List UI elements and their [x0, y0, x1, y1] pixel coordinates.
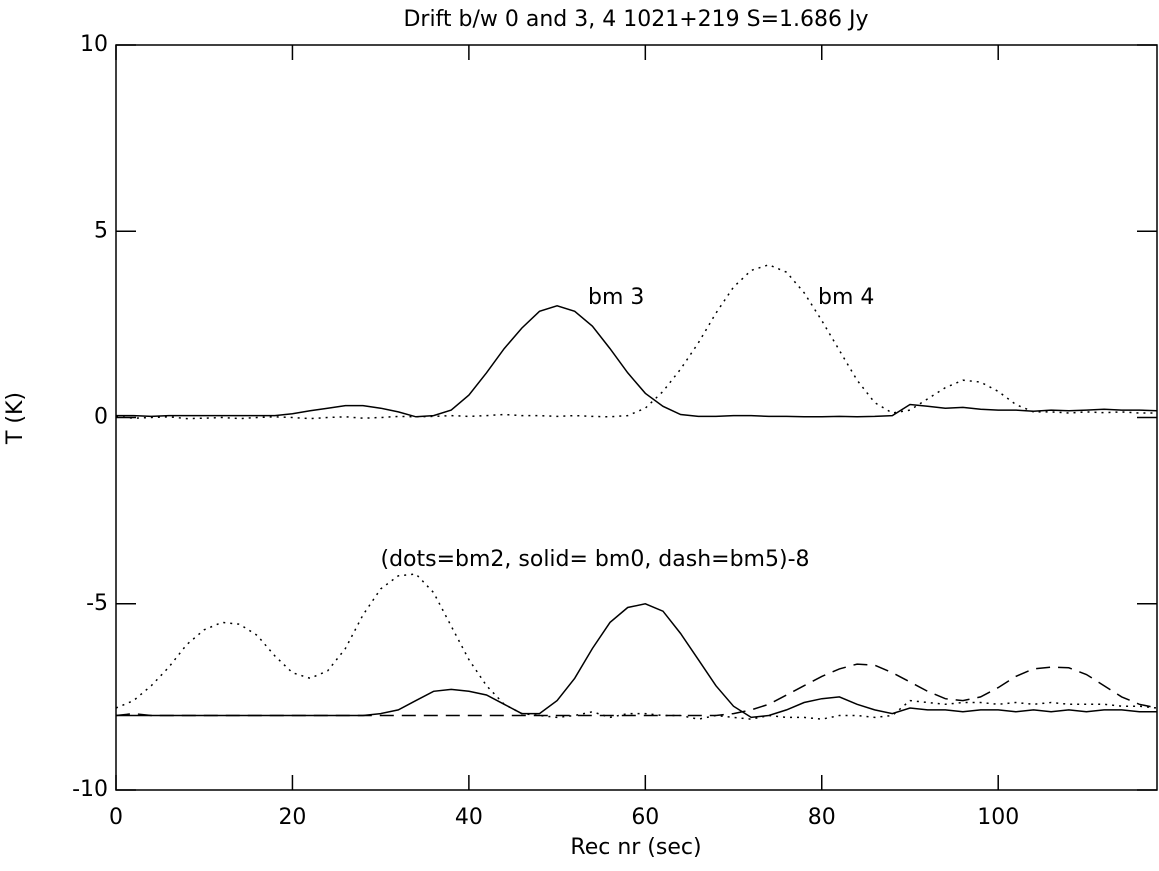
y-axis-label: T (K)	[3, 392, 28, 445]
x-tick-label: 60	[631, 805, 659, 830]
x-tick-label: 0	[109, 805, 123, 830]
series-line	[115, 573, 1158, 720]
y-tick-label: -5	[86, 591, 108, 616]
annotation: bm 3	[588, 285, 644, 310]
series-line	[115, 264, 1157, 420]
x-tick-label: 40	[455, 805, 483, 830]
y-tick-label: 5	[94, 218, 108, 243]
plot-frame	[115, 44, 1158, 791]
annotation: (dots=bm2, solid= bm0, dash=bm5)-8	[380, 547, 809, 572]
series-line	[116, 603, 1157, 719]
chart-title: Drift b/w 0 and 3, 4 1021+219 S=1.686 Jy	[403, 7, 868, 32]
x-axis-label: Rec nr (sec)	[570, 835, 701, 860]
series-line	[116, 305, 1158, 418]
y-tick-label: 10	[80, 32, 108, 57]
x-tick-label: 100	[977, 805, 1019, 830]
series-line	[115, 663, 1158, 717]
x-tick-label: 80	[808, 805, 836, 830]
annotation: bm 4	[818, 285, 874, 310]
x-tick-label: 20	[278, 805, 306, 830]
y-tick-label: -10	[72, 777, 108, 802]
y-tick-label: 0	[94, 405, 108, 430]
